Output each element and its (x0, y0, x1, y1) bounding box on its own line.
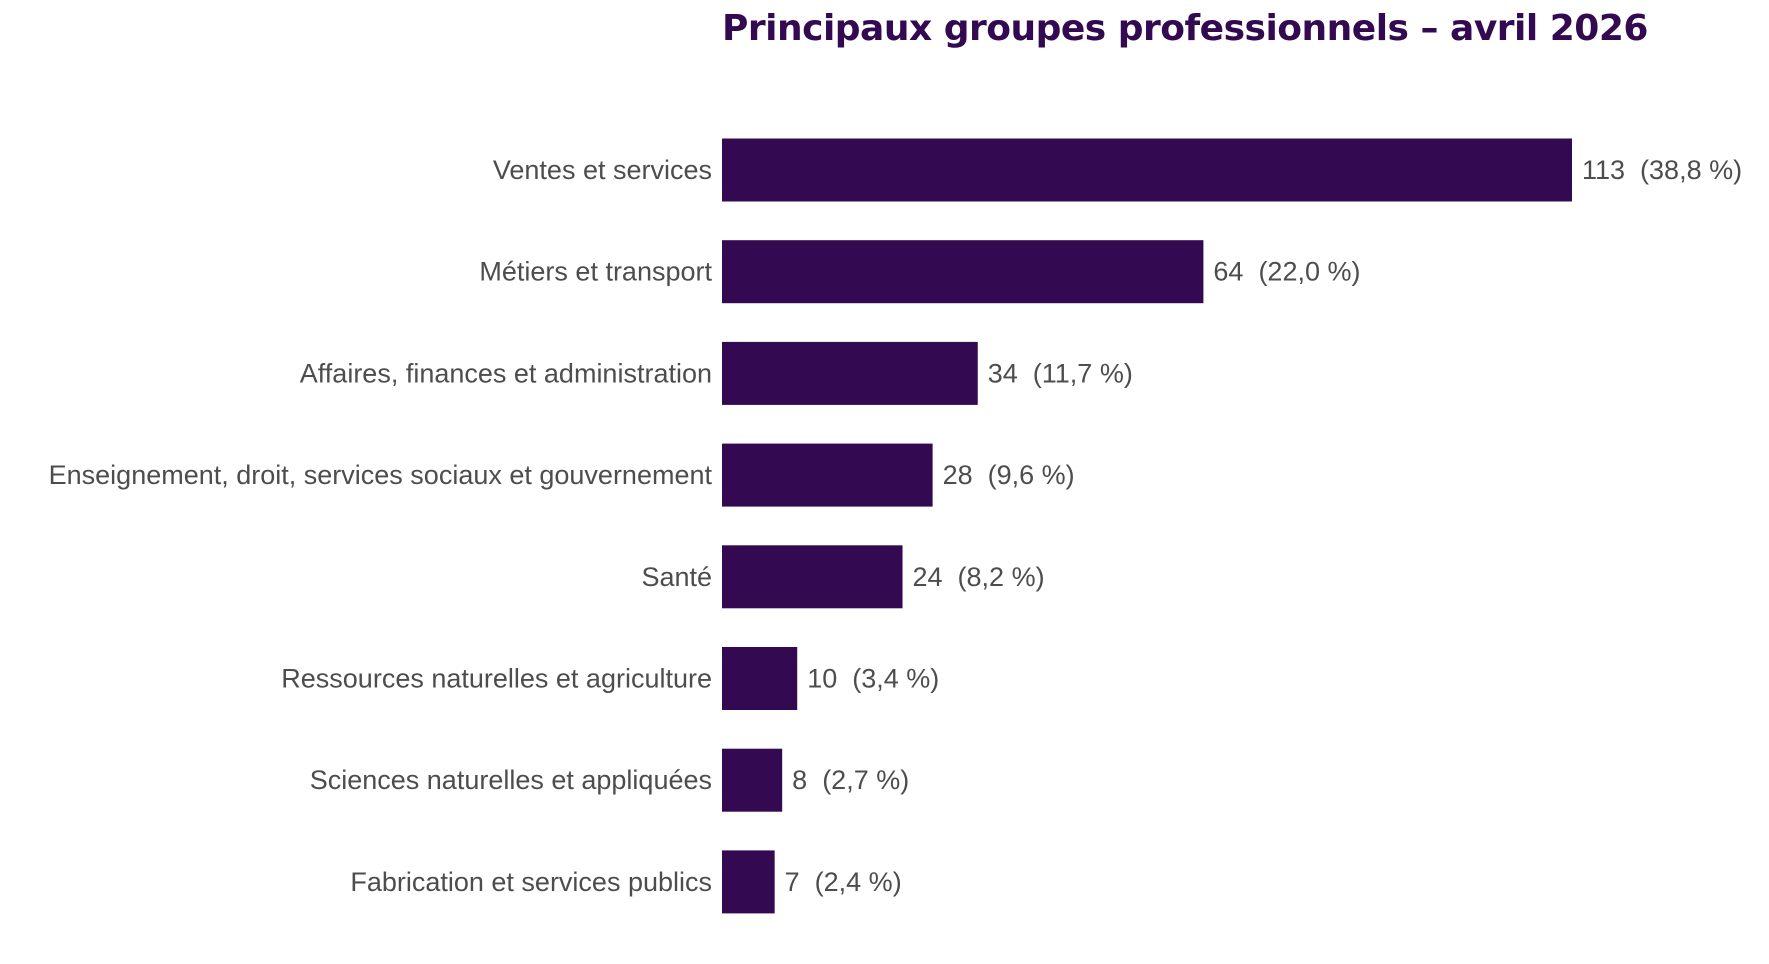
data-label-2: 34 (11,7 %) (988, 358, 1133, 388)
category-label-5: Ressources naturelles et agriculture (281, 664, 712, 694)
category-label-3: Enseignement, droit, services sociaux et… (49, 460, 713, 490)
data-label-0: 113 (38,8 %) (1582, 155, 1742, 185)
category-label-1: Métiers et transport (479, 257, 712, 287)
category-label-6: Sciences naturelles et appliquées (310, 765, 712, 795)
category-label-7: Fabrication et services publics (350, 867, 712, 897)
category-labels-group: Ventes et services Métiers et transport Af… (49, 155, 713, 897)
data-label-5: 10 (3,4 %) (807, 664, 939, 694)
bars-group (722, 138, 1572, 914)
data-label-1: 64 (22,0 %) (1213, 257, 1360, 287)
category-label-4: Santé (641, 562, 712, 592)
data-label-3: 28 (9,6 %) (943, 460, 1075, 490)
data-label-7: 7 (2,4 %) (785, 867, 902, 897)
bar-0 (722, 138, 1572, 202)
bar-6 (722, 748, 783, 812)
bar-2 (722, 341, 978, 405)
bar-1 (722, 240, 1204, 304)
bar-5 (722, 647, 798, 710)
bar-7 (722, 850, 775, 914)
value-labels-group: 113 (38,8 %) 64 (22,0 %) 34 (11,7 %) 28 (9,… (785, 155, 1742, 897)
chart-title: Principaux groupes professionnels – avri… (722, 8, 1648, 49)
category-label-2: Affaires, finances et administration (300, 358, 712, 388)
bar-4 (722, 545, 903, 609)
data-label-6: 8 (2,7 %) (792, 765, 909, 795)
category-label-0: Ventes et services (493, 155, 712, 185)
bar-3 (722, 443, 933, 507)
data-label-4: 24 (8,2 %) (913, 562, 1045, 592)
